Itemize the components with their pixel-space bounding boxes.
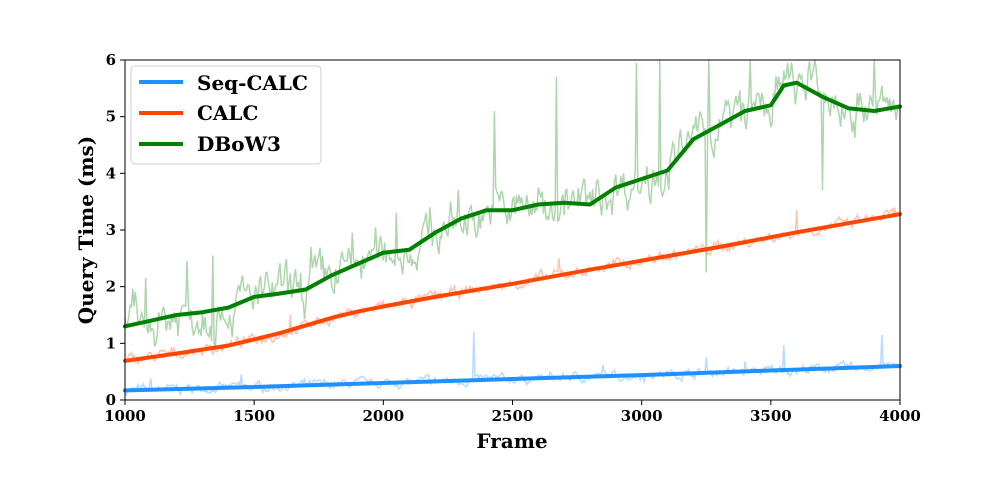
y-tick-label: 0: [106, 391, 116, 409]
legend: Seq-CALC CALC DBoW3: [130, 65, 322, 165]
smoothed-line-seq-calc: [123, 364, 902, 393]
y-tick-label: 5: [106, 108, 116, 126]
legend-label-seq-calc: Seq-CALC: [197, 71, 308, 95]
y-tick-label: 1: [106, 334, 116, 352]
y-tick-label: 3: [106, 221, 116, 239]
legend-label-dbow3: DBoW3: [197, 132, 281, 156]
x-tick-label: 1000: [104, 407, 146, 425]
x-tick-label: 3000: [621, 407, 663, 425]
raw-line-dbow3: [124, 59, 901, 350]
legend-label-calc: CALC: [197, 101, 258, 125]
legend-box: [130, 65, 322, 165]
x-tick-label: 2500: [492, 407, 534, 425]
x-axis: 1000 1500 2000 2500 3000 3500 4000: [104, 400, 921, 425]
smoothed-line-dbow3: [123, 80, 902, 329]
y-tick-label: 4: [106, 164, 116, 182]
smoothed-series-layer: [123, 80, 902, 393]
y-tick-label: 2: [106, 278, 116, 296]
x-tick-label: 2000: [362, 407, 404, 425]
x-tick-label: 3500: [750, 407, 792, 425]
x-tick-label: 1500: [233, 407, 275, 425]
y-axis-title: Query Time (ms): [74, 136, 98, 325]
x-axis-title: Frame: [476, 429, 547, 453]
y-tick-label: 6: [106, 51, 116, 69]
smoothed-line-calc: [123, 212, 902, 363]
y-axis: 0 1 2 3 4 5 6: [106, 51, 125, 409]
x-tick-label: 4000: [879, 407, 921, 425]
